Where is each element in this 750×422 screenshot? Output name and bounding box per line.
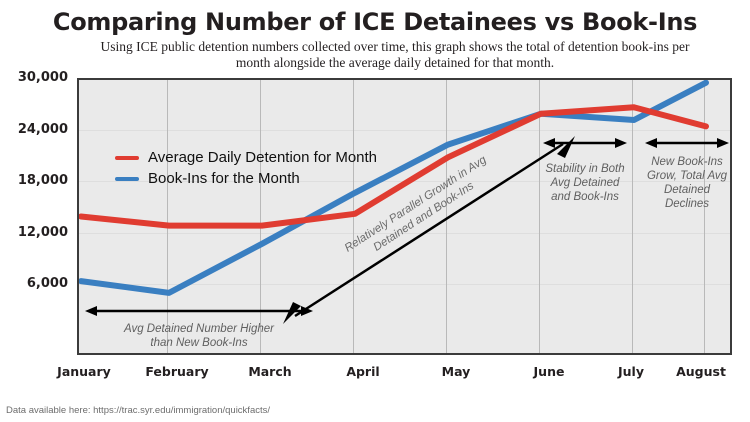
x-axis-tick-july: July (618, 364, 644, 379)
legend: Average Daily Detention for Month Book-I… (115, 147, 377, 189)
annotation-arrow-middle-right (543, 138, 627, 148)
legend-item-average-daily: Average Daily Detention for Month (115, 147, 377, 168)
legend-item-book-ins: Book-Ins for the Month (115, 168, 377, 189)
annotation-arrow-right (645, 138, 729, 148)
x-axis-tick-august: August (676, 364, 726, 379)
source-note: Data available here: https://trac.syr.ed… (6, 405, 271, 416)
gridline-vertical (260, 80, 261, 353)
y-axis-tick-30000: 30,000 (17, 70, 68, 85)
annotation-arrow-diagonal (283, 136, 575, 324)
gridline-horizontal (79, 284, 730, 285)
legend-label-average-daily: Average Daily Detention for Month (148, 149, 378, 166)
x-axis-tick-april: April (346, 364, 380, 379)
gridline-vertical (539, 80, 540, 353)
line-average-daily (79, 104, 709, 229)
series-lines (79, 80, 709, 296)
y-axis-tick-6000: 6,000 (26, 276, 68, 291)
plot-area: Average Daily Detention for Month Book-I… (77, 78, 732, 355)
x-axis-tick-june: June (533, 364, 565, 379)
legend-swatch-average-daily (115, 155, 139, 160)
gridline-vertical (446, 80, 447, 353)
gridline-horizontal (79, 130, 730, 131)
annotation-arrow-left (85, 306, 313, 316)
y-axis-tick-12000: 12,000 (17, 225, 68, 240)
x-axis-tick-february: February (145, 364, 209, 379)
line-book-ins (79, 80, 709, 296)
annotation-right-text: New Book-Ins Grow, Total Avg Detained De… (646, 156, 728, 210)
y-axis-tick-18000: 18,000 (17, 173, 68, 188)
annotation-left-text: Avg Detained Number Higher than New Book… (123, 323, 274, 349)
x-axis-tick-may: May (441, 364, 471, 379)
annotation-middle-right-text: Stability in Both Avg Detained and Book-… (545, 163, 625, 203)
legend-label-book-ins: Book-Ins for the Month (148, 170, 300, 187)
y-axis-tick-24000: 24,000 (17, 122, 68, 137)
gridline-horizontal (79, 233, 730, 234)
x-axis-tick-march: March (248, 364, 292, 379)
chart-subtitle: Using ICE public detention numbers colle… (100, 39, 690, 70)
page-title: Comparing Number of ICE Detainees vs Boo… (52, 8, 698, 36)
gridline-vertical (632, 80, 633, 353)
gridline-vertical (167, 80, 168, 353)
x-axis-tick-january: January (57, 364, 111, 379)
legend-swatch-book-ins (115, 176, 139, 181)
gridline-vertical (704, 80, 705, 353)
